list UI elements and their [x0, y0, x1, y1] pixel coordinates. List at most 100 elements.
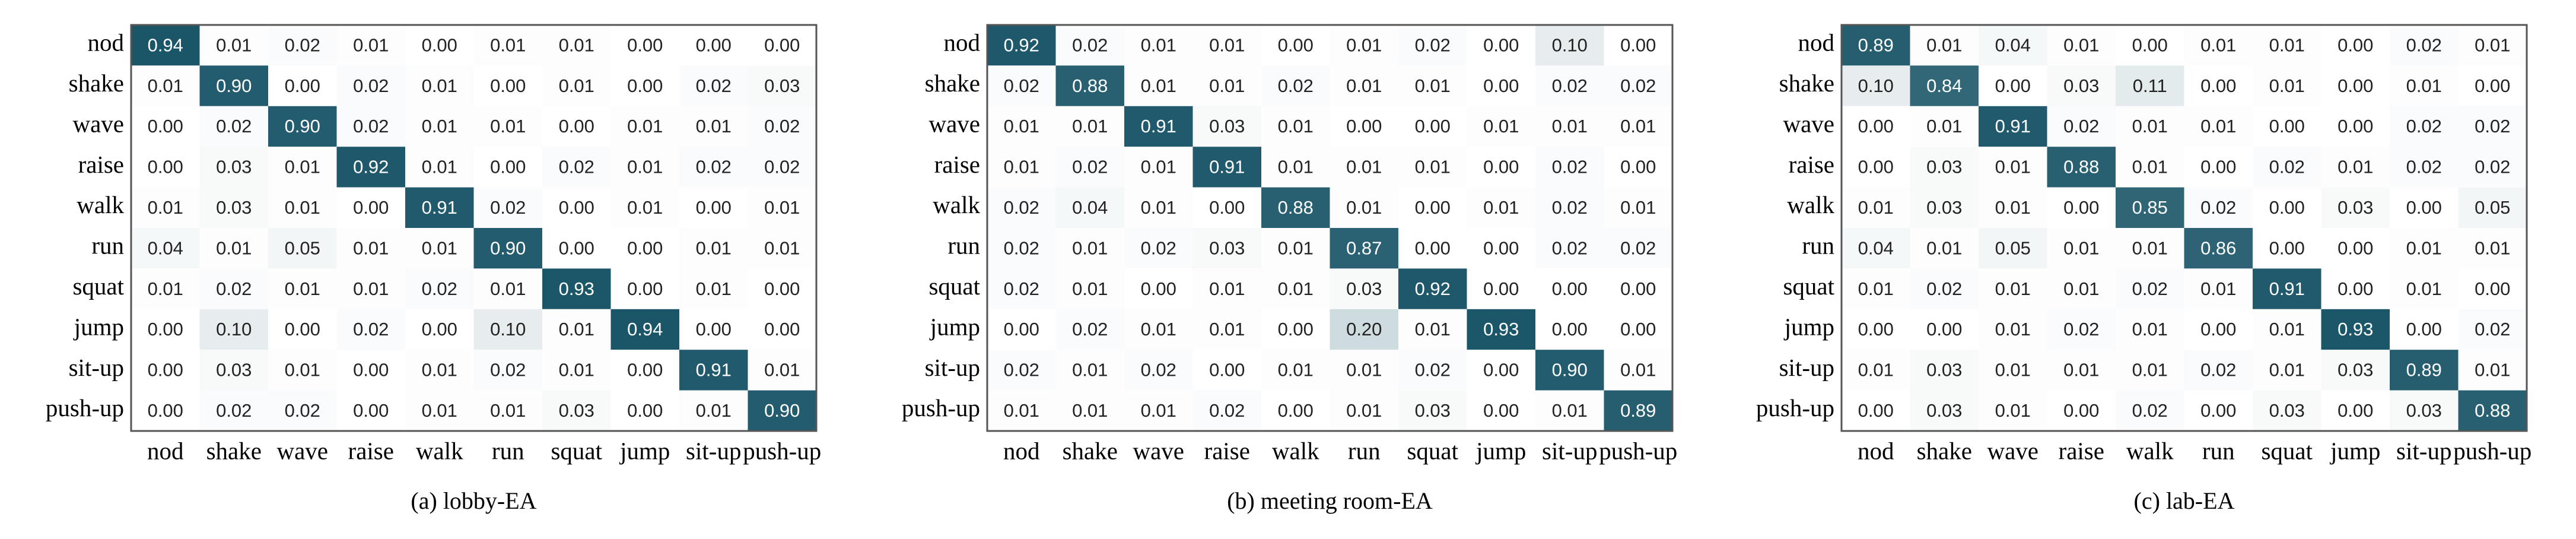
- cell: [1604, 106, 1672, 147]
- cell-label: 0.00: [1858, 157, 1894, 177]
- cell: [1330, 350, 1398, 391]
- cell: [1842, 25, 1910, 66]
- cell: [131, 390, 200, 431]
- cell: [2184, 65, 2253, 106]
- cell-label: 0.00: [285, 319, 320, 340]
- cell-label: 0.04: [1072, 197, 1108, 218]
- cell: [1055, 390, 1124, 431]
- cell: [610, 390, 679, 431]
- cell-label: 0.01: [1926, 237, 1962, 258]
- cell-label: 0.00: [1004, 319, 1039, 340]
- cell: [748, 187, 816, 228]
- cell-label: 0.94: [627, 319, 663, 340]
- cell-label: 0.01: [1858, 278, 1894, 299]
- cell: [2390, 147, 2459, 188]
- cell: [1535, 65, 1604, 106]
- cell: [1124, 25, 1193, 66]
- cell: [268, 147, 337, 188]
- cell-label: 0.00: [1858, 400, 1894, 421]
- cell-label: 0.01: [1346, 34, 1382, 55]
- cell: [2321, 350, 2390, 391]
- cell-label: 0.03: [2406, 400, 2442, 421]
- cell-label: 0.01: [2406, 237, 2442, 258]
- cell: [1330, 187, 1398, 228]
- y-tick-label: jump: [73, 313, 124, 340]
- cell-label: 0.00: [1483, 360, 1519, 381]
- cell: [2047, 268, 2116, 309]
- cell: [2184, 187, 2253, 228]
- cell-label: 0.03: [216, 197, 252, 218]
- cell: [2047, 390, 2116, 431]
- cell: [987, 25, 1056, 66]
- cell-label: 0.01: [2132, 237, 2168, 258]
- cell: [1330, 65, 1398, 106]
- cell-label: 0.01: [2338, 157, 2373, 177]
- cell-label: 0.01: [2200, 116, 2236, 137]
- caption: (a) lobby-EA: [411, 487, 536, 514]
- cell-label: 0.01: [1415, 157, 1451, 177]
- y-tick-label: raise: [78, 151, 124, 178]
- cell-label: 0.02: [696, 75, 732, 96]
- cell-label: 0.03: [1209, 237, 1245, 258]
- cell: [2184, 268, 2253, 309]
- cell: [405, 268, 474, 309]
- cell: [610, 106, 679, 147]
- cell: [268, 25, 337, 66]
- cell-label: 0.89: [1620, 400, 1656, 421]
- cell: [473, 268, 542, 309]
- matrix-frame: [130, 24, 818, 432]
- cell-label: 0.01: [2475, 360, 2510, 381]
- cell: [405, 106, 474, 147]
- cell-label: 0.01: [2200, 34, 2236, 55]
- cell-label: 0.02: [1552, 197, 1588, 218]
- cell: [199, 65, 268, 106]
- cell-label: 0.01: [422, 157, 457, 177]
- cell-label: 0.00: [1209, 360, 1245, 381]
- cell-label: 0.02: [216, 278, 252, 299]
- y-tick-label: squat: [928, 272, 980, 300]
- cell: [610, 228, 679, 269]
- cell: [405, 390, 474, 431]
- cell: [1604, 350, 1672, 391]
- cell-label: 0.01: [148, 75, 183, 96]
- cell: [1842, 106, 1910, 147]
- cell-label: 0.01: [1141, 75, 1176, 96]
- cell: [405, 25, 474, 66]
- cell-label: 0.02: [422, 278, 457, 299]
- cell-label: 0.00: [1552, 319, 1588, 340]
- cell: [748, 65, 816, 106]
- cell: [987, 390, 1056, 431]
- cell: [1979, 390, 2047, 431]
- cell: [1261, 350, 1330, 391]
- cell-label: 0.00: [764, 278, 800, 299]
- cell: [1910, 147, 1979, 188]
- cell-label: 0.02: [1141, 360, 1176, 381]
- cell: [268, 65, 337, 106]
- cell: [2253, 65, 2321, 106]
- cell: [1467, 25, 1535, 66]
- y-tick-label: nod: [88, 29, 125, 56]
- cell-label: 0.02: [1072, 319, 1108, 340]
- cell-label: 0.00: [148, 319, 183, 340]
- cell: [2184, 228, 2253, 269]
- y-tick-label: push-up: [1756, 394, 1834, 421]
- y-tick-label: raise: [1789, 151, 1834, 178]
- cell: [1910, 65, 1979, 106]
- cell-label: 0.92: [1004, 34, 1039, 55]
- cell-label: 0.02: [1004, 360, 1039, 381]
- x-tick-label: push-up: [2453, 437, 2532, 464]
- cell-label: 0.01: [2132, 319, 2168, 340]
- cell: [473, 390, 542, 431]
- cell-label: 0.86: [2200, 237, 2236, 258]
- x-tick-label: shake: [1917, 437, 1972, 464]
- cell: [336, 106, 405, 147]
- cell-label: 0.01: [148, 278, 183, 299]
- y-tick-label: nod: [944, 29, 981, 56]
- cell-label: 0.00: [1483, 75, 1519, 96]
- cell-label: 0.01: [490, 278, 526, 299]
- cell-label: 0.05: [1995, 237, 2031, 258]
- cell: [1261, 309, 1330, 350]
- x-tick-label: jump: [619, 437, 670, 464]
- y-tick-label: squat: [72, 272, 124, 300]
- cell-label: 0.02: [764, 157, 800, 177]
